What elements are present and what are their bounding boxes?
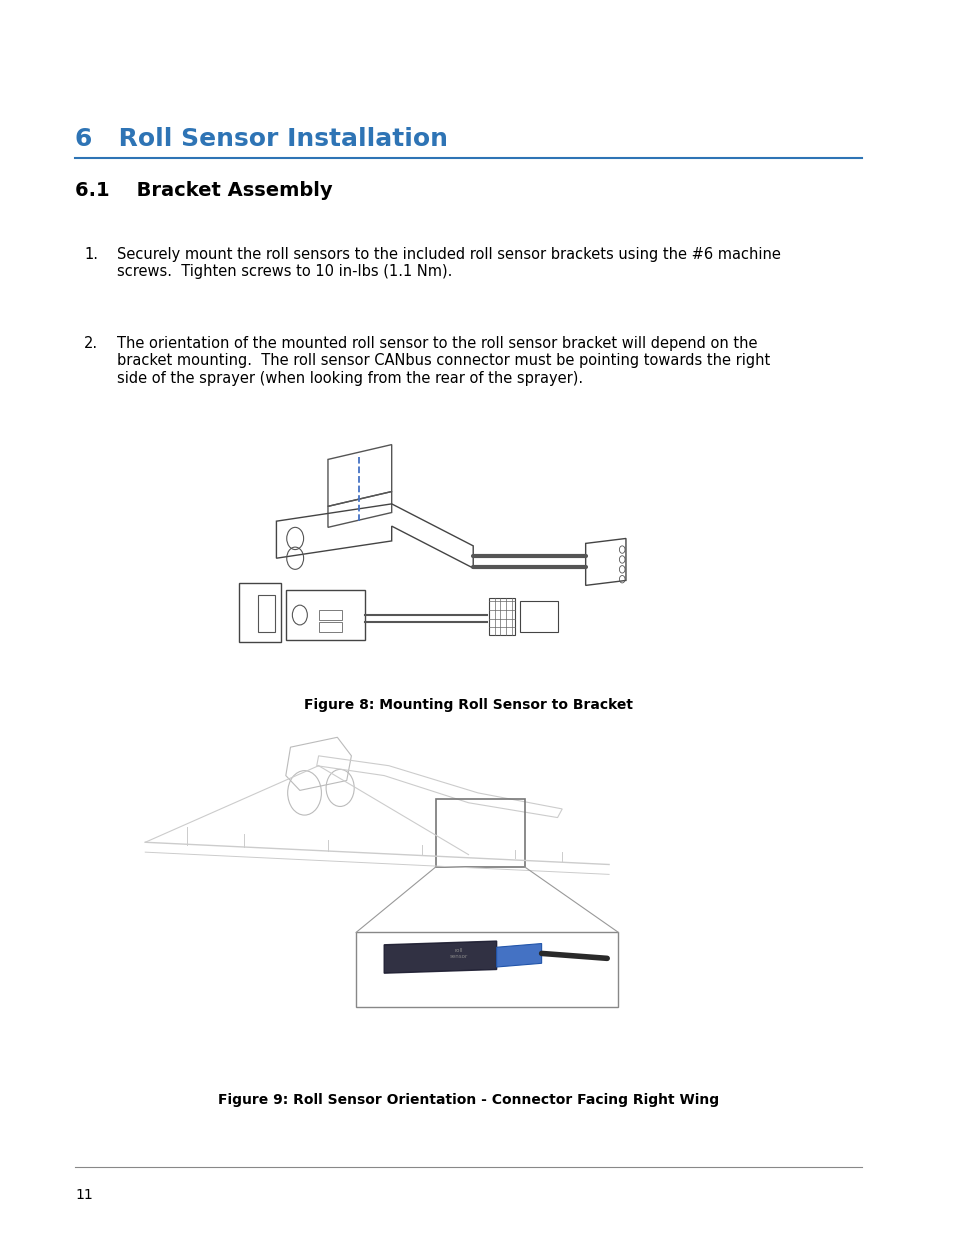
Bar [318,610,342,620]
Text: Figure 9: Roll Sensor Orientation - Connector Facing Right Wing: Figure 9: Roll Sensor Orientation - Conn… [217,1093,719,1107]
Bar [489,598,515,635]
Text: Securely mount the roll sensors to the included roll sensor brackets using the #: Securely mount the roll sensors to the i… [117,247,781,279]
Text: roll
sensor: roll sensor [450,948,468,958]
Polygon shape [384,941,497,973]
Bar [257,595,274,632]
Bar [436,799,524,867]
Text: Figure 8: Mounting Roll Sensor to Bracket: Figure 8: Mounting Roll Sensor to Bracke… [304,698,633,711]
Text: 1.: 1. [84,247,98,262]
Text: 11: 11 [75,1188,92,1202]
Bar [238,583,281,642]
Text: The orientation of the mounted roll sensor to the roll sensor bracket will depen: The orientation of the mounted roll sens… [117,336,770,385]
Text: 2.: 2. [84,336,98,351]
Polygon shape [497,944,541,967]
Text: 6.1    Bracket Assembly: 6.1 Bracket Assembly [75,182,333,200]
Text: 6   Roll Sensor Installation: 6 Roll Sensor Installation [75,127,448,151]
Bar [286,590,365,640]
Bar [519,601,557,632]
Bar [318,622,342,632]
